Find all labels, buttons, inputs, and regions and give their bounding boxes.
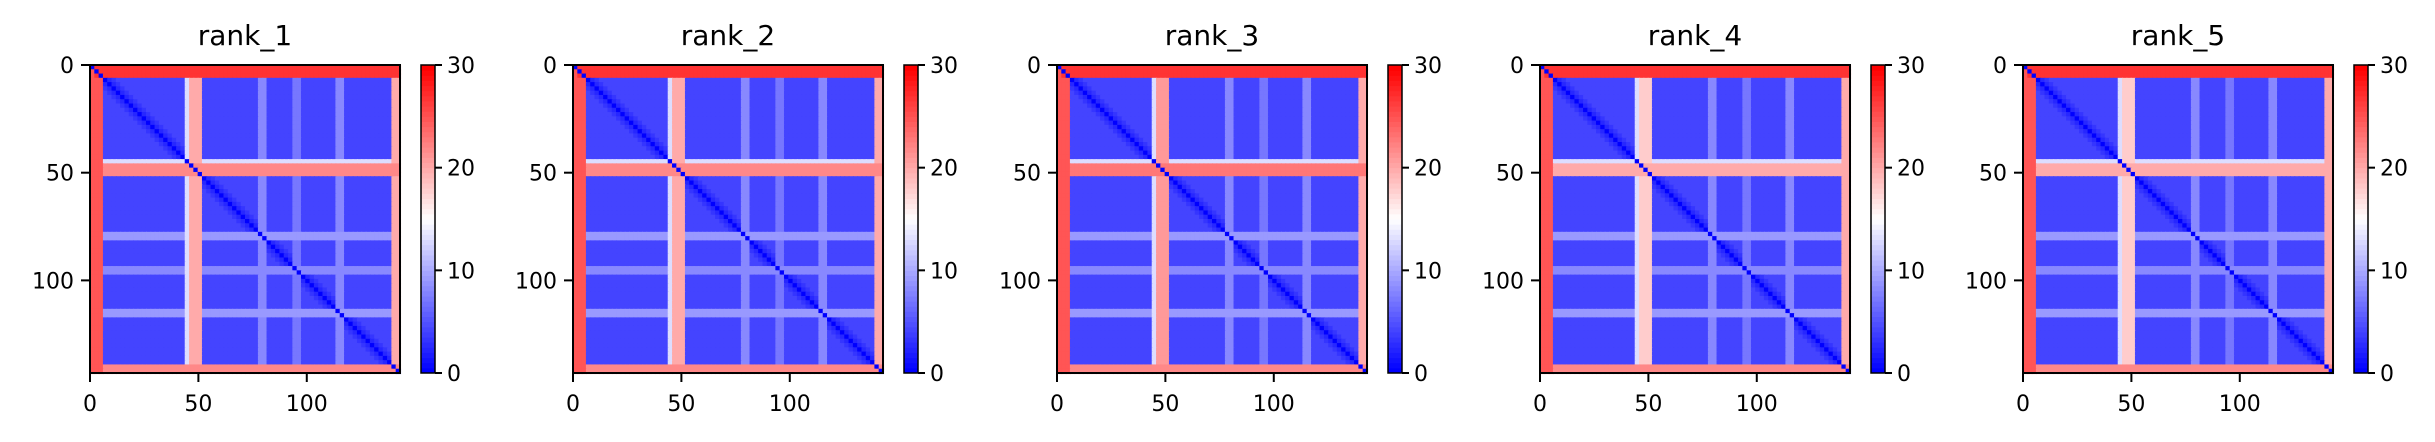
panel-1-title: rank_1 xyxy=(198,19,292,52)
panel-1-heatmap-cells xyxy=(90,65,401,374)
